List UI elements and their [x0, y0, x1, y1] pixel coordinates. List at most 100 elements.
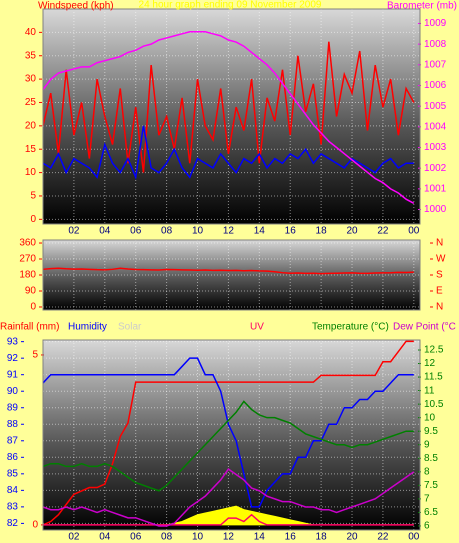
y-tick-label: 86	[7, 452, 19, 463]
x-tick-label: 20	[346, 226, 358, 237]
y-tick-label: 83	[7, 502, 19, 513]
x-tick-label: 10	[192, 226, 204, 237]
y-tick-label: 89	[7, 402, 19, 413]
y-tick-label: 82	[7, 518, 19, 529]
y-tick-label: 7.5	[424, 480, 438, 491]
y-tick-label: W	[436, 254, 446, 265]
x-tick-label: 22	[377, 532, 389, 543]
series-line	[43, 513, 414, 526]
chart-title: 24 hour graph ending 09 November 2009	[139, 0, 322, 11]
legend-label: Humidity	[68, 322, 107, 333]
y-tick-label: 1006	[424, 80, 447, 91]
x-tick-label: 02	[68, 532, 80, 543]
plot-border	[42, 239, 421, 311]
y-tick-label: 85	[7, 468, 19, 479]
legend-label: Dew Point (°C	[393, 322, 456, 333]
y-tick-label: 1005	[424, 101, 447, 112]
x-tick-label: 10	[192, 532, 204, 543]
y-tick-label: 1009	[424, 18, 447, 29]
series-line	[42, 357, 414, 508]
y-tick-label: 5	[32, 350, 38, 361]
y-tick-label: 12	[424, 358, 436, 369]
x-tick-label: 02	[68, 226, 80, 237]
series-line	[42, 468, 415, 527]
y-tick-label: 11.5	[424, 372, 443, 383]
y-tick-label: 25	[25, 97, 37, 108]
legend-label: Solar	[118, 322, 142, 333]
y-tick-label: 90	[25, 286, 37, 297]
y-tick-label: 11	[424, 385, 435, 396]
y-tick-label: 10	[424, 412, 436, 423]
y-tick-label: 8.5	[424, 453, 438, 464]
y-tick-label: 10.5	[424, 399, 444, 410]
y-tick-label: 9	[424, 439, 430, 450]
y-tick-label: 360	[19, 238, 36, 249]
y-tick-label: 0	[32, 520, 38, 531]
y-tick-label: S	[436, 270, 443, 281]
x-tick-label: 16	[285, 226, 297, 237]
x-tick-label: 16	[285, 532, 297, 543]
y-tick-label: 20	[25, 120, 37, 131]
y-tick-label: 8	[424, 466, 430, 477]
y-tick-label: 6	[424, 521, 430, 532]
y-tick-label: 1002	[424, 163, 447, 174]
y-tick-label: E	[436, 286, 443, 297]
y-tick-label: 35	[25, 50, 37, 61]
plot-border	[42, 339, 421, 531]
y-tick-label: 270	[19, 254, 36, 265]
series-line	[42, 340, 414, 526]
y-tick-label: 1001	[424, 183, 447, 194]
y-tick-label: 88	[7, 419, 19, 430]
y-tick-label: 87	[7, 435, 19, 446]
x-tick-label: 06	[130, 532, 142, 543]
y-tick-label: 7	[424, 494, 430, 505]
y2-axis-label: Barometer (mb)	[387, 1, 457, 12]
x-tick-label: 08	[161, 226, 173, 237]
y-tick-label: 84	[7, 485, 19, 496]
y-tick-label: 1003	[424, 142, 447, 153]
legend-label: UV	[250, 322, 264, 333]
x-tick-label: 14	[254, 532, 266, 543]
x-tick-label: 18	[316, 226, 328, 237]
x-tick-label: 04	[99, 532, 111, 543]
y-tick-label: 180	[19, 270, 36, 281]
y-tick-label: 9.5	[424, 426, 438, 437]
x-tick-label: 12	[223, 532, 235, 543]
y-tick-label: 40	[25, 27, 37, 38]
y-tick-label: 1007	[424, 59, 447, 70]
legend-label: Rainfall (mm)	[0, 322, 59, 333]
y-tick-label: 15	[25, 144, 37, 155]
series-line	[42, 30, 415, 204]
plot-area	[43, 240, 420, 310]
y-tick-label: 6.5	[424, 507, 438, 518]
x-tick-label: 00	[408, 226, 420, 237]
x-tick-label: 12	[223, 226, 235, 237]
y-tick-label: 92	[7, 353, 19, 364]
x-tick-label: 18	[316, 532, 328, 543]
x-tick-label: 22	[377, 226, 389, 237]
y-tick-label: 90	[7, 386, 19, 397]
y-tick-label: 12.5	[424, 345, 444, 356]
series-line	[42, 267, 414, 275]
y-tick-label: 0	[30, 302, 36, 313]
y-tick-label: 10	[25, 167, 37, 178]
y-tick-label: 1000	[424, 204, 447, 215]
x-tick-label: 20	[346, 532, 358, 543]
x-tick-label: 06	[130, 226, 142, 237]
y-tick-label: 5	[30, 191, 36, 202]
plot-border	[42, 8, 421, 225]
series-line	[42, 41, 415, 173]
series-line	[42, 400, 414, 492]
legend-label: Temperature (°C)	[312, 322, 389, 333]
plot-area	[43, 9, 420, 224]
y-tick-label: 30	[25, 74, 37, 85]
y-tick-label: 1008	[424, 39, 447, 50]
y-tick-label: 1004	[424, 121, 447, 132]
y-tick-label: 0	[30, 214, 36, 225]
x-tick-label: 08	[161, 532, 173, 543]
x-tick-label: 00	[408, 532, 420, 543]
x-tick-label: 14	[254, 226, 266, 237]
y-axis-label: Windspeed (kph)	[38, 1, 114, 12]
y-tick-label: N	[436, 238, 443, 249]
